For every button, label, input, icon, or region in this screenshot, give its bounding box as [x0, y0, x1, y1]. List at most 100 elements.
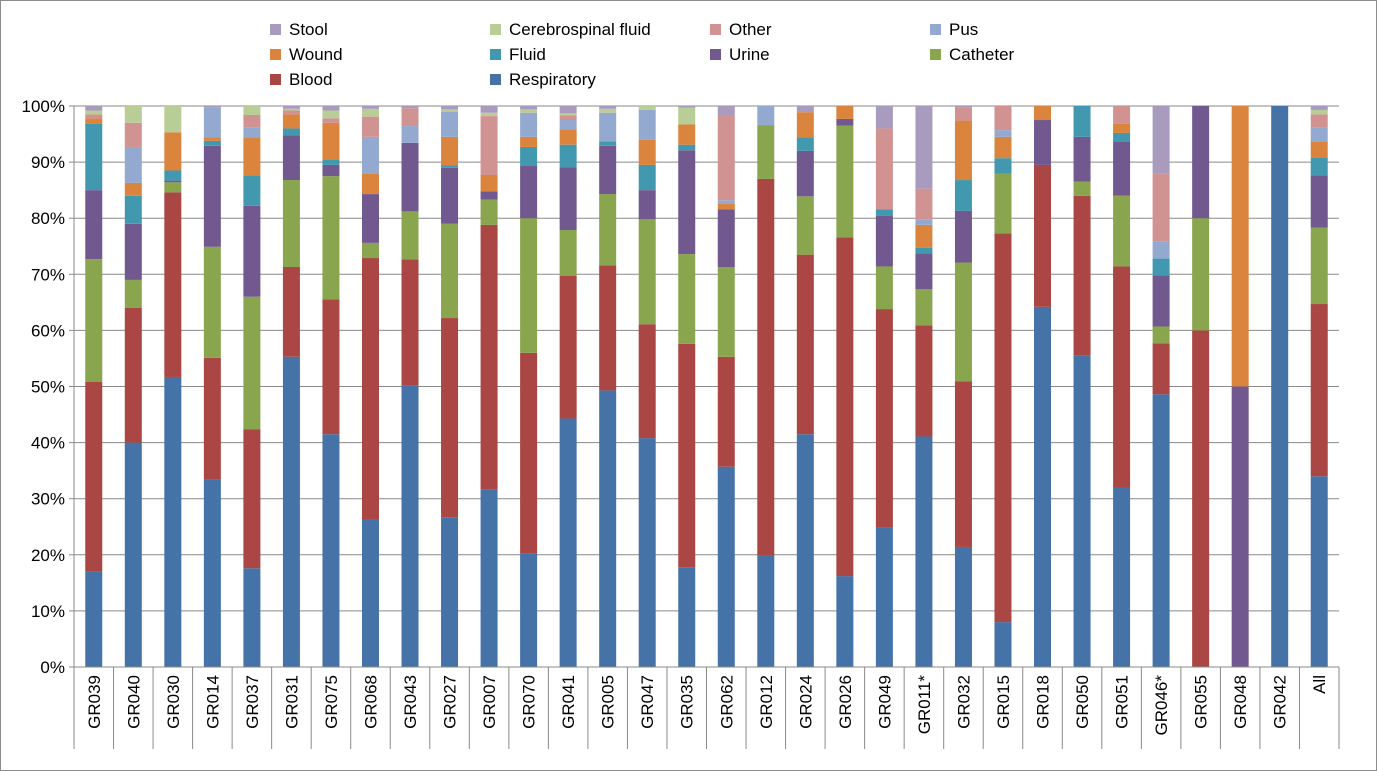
bar-segment — [915, 253, 933, 290]
x-tick-label: GR007 — [480, 675, 499, 729]
bar-segment — [638, 139, 656, 165]
bar-segment — [717, 200, 735, 204]
bar-segment — [164, 132, 182, 171]
bar-segment — [717, 267, 735, 357]
x-tick-label: GR041 — [559, 675, 578, 729]
bar-segment — [717, 114, 735, 201]
bar-segment — [124, 279, 142, 308]
bar-segment — [599, 145, 617, 195]
bar-segment — [441, 167, 459, 224]
bar-segment — [875, 128, 893, 210]
bar-segment — [1113, 106, 1131, 124]
bar-segment — [836, 125, 854, 238]
x-tick-label: GR030 — [164, 675, 183, 729]
bar-segment — [203, 137, 221, 141]
bar-segment — [638, 438, 656, 667]
legend-label: Urine — [729, 45, 770, 64]
legend-swatch — [930, 24, 941, 35]
bars — [85, 106, 1328, 667]
bar-segment — [559, 167, 577, 230]
bar-segment — [322, 118, 340, 123]
bar-segment — [322, 164, 340, 177]
bar-segment — [678, 124, 696, 145]
bar-segment — [203, 145, 221, 247]
x-tick-label: GR046* — [1152, 675, 1171, 736]
bar-segment — [678, 106, 696, 108]
bar-segment — [1073, 355, 1091, 667]
bar-segment — [480, 106, 498, 113]
bar-segment — [678, 567, 696, 667]
bar-segment — [757, 178, 775, 556]
bar-segment — [599, 194, 617, 266]
x-tick-label: GR018 — [1034, 675, 1053, 729]
bar-segment — [796, 112, 814, 138]
x-tick-label: GR051 — [1113, 675, 1132, 729]
x-tick-label: GR032 — [954, 675, 973, 729]
x-tick-label: GR043 — [401, 675, 420, 729]
x-tick-label: GR027 — [441, 675, 460, 729]
bar-segment — [520, 218, 538, 353]
bar-segment — [322, 434, 340, 667]
x-tick-label: GR075 — [322, 675, 341, 729]
y-tick-label: 80% — [31, 209, 65, 228]
bar-segment — [85, 114, 103, 119]
bar-segment — [1231, 106, 1249, 387]
bar-segment — [1113, 141, 1131, 196]
bar-segment — [124, 182, 142, 196]
bar-segment — [1113, 132, 1131, 142]
bar-segment — [243, 106, 261, 115]
bar-segment — [1231, 386, 1249, 667]
bar-segment — [717, 356, 735, 467]
legend-label: Fluid — [509, 45, 546, 64]
y-tick-label: 0% — [40, 658, 65, 677]
bar-segment — [480, 199, 498, 225]
bar-segment — [1310, 157, 1328, 176]
legend-swatch — [270, 24, 281, 35]
bar-segment — [124, 146, 142, 183]
x-tick-label: GR050 — [1073, 675, 1092, 729]
legend-label: Stool — [289, 20, 328, 39]
bar-segment — [638, 109, 656, 140]
bar-segment — [1152, 343, 1170, 395]
bar-segment — [599, 108, 617, 113]
x-tick-label: GR039 — [85, 675, 104, 729]
bar-segment — [599, 141, 617, 146]
bar-segment — [361, 136, 379, 174]
bar-segment — [322, 299, 340, 435]
bar-segment — [322, 159, 340, 165]
legend-swatch — [930, 49, 941, 60]
bar-segment — [915, 436, 933, 667]
bar-segment — [1113, 123, 1131, 133]
bar-segment — [520, 166, 538, 219]
bar-segment — [954, 106, 972, 108]
bar-segment — [1310, 227, 1328, 305]
bar-segment — [441, 111, 459, 137]
bar-segment — [480, 191, 498, 200]
bar-segment — [559, 129, 577, 145]
bar-segment — [243, 296, 261, 430]
bar-segment — [1113, 487, 1131, 667]
bar-segment — [796, 196, 814, 255]
bar-segment — [678, 150, 696, 255]
bar-segment — [520, 553, 538, 667]
y-tick-label: 20% — [31, 546, 65, 565]
bar-segment — [1152, 275, 1170, 327]
bar-segment — [441, 109, 459, 112]
bar-segment — [559, 275, 577, 419]
bar-segment — [1310, 175, 1328, 228]
bar-segment — [757, 125, 775, 179]
bar-segment — [203, 479, 221, 667]
bar-segment — [361, 258, 379, 520]
bar-segment — [85, 259, 103, 383]
bar-segment — [559, 115, 577, 121]
bar-segment — [599, 112, 617, 142]
bar-segment — [282, 114, 300, 129]
bar-segment — [875, 215, 893, 267]
bar-segment — [638, 164, 656, 191]
bar-segment — [85, 118, 103, 124]
bar-segment — [915, 247, 933, 254]
y-tick-label: 60% — [31, 321, 65, 340]
bar-segment — [757, 555, 775, 667]
bar-segment — [1271, 106, 1289, 667]
